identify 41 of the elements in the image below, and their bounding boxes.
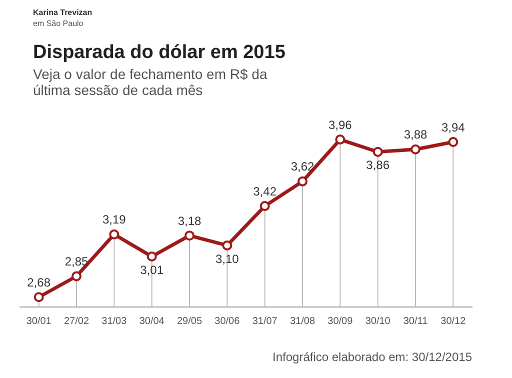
text: em São Paulo bbox=[33, 19, 84, 28]
x-tick-label: 30/04 bbox=[139, 316, 165, 327]
x-tick-label: 30/09 bbox=[328, 316, 354, 327]
data-label: 3,18 bbox=[178, 214, 202, 228]
x-tick-label: 30/06 bbox=[214, 316, 240, 327]
chart-title: Disparada do dólar em 2015 bbox=[33, 42, 286, 64]
point bbox=[448, 137, 458, 148]
x-tick-label: 27/02 bbox=[64, 316, 90, 327]
point bbox=[72, 271, 82, 282]
x-tick-label: 30/12 bbox=[440, 316, 466, 327]
point bbox=[372, 146, 383, 157]
data-label: 3,19 bbox=[102, 212, 126, 227]
text: Infográfico elaborado em: 30/12/2015 bbox=[272, 350, 472, 364]
data-label: 2,85 bbox=[64, 254, 88, 269]
point bbox=[146, 252, 157, 262]
point bbox=[184, 230, 194, 241]
data-label: 3,88 bbox=[404, 128, 428, 142]
x-tick-label: 30/01 bbox=[26, 316, 52, 327]
point bbox=[109, 229, 120, 240]
data-label: 3,42 bbox=[253, 184, 277, 198]
point bbox=[222, 240, 232, 250]
x-tick-label: 31/03 bbox=[102, 316, 128, 327]
data-label: 3,62 bbox=[290, 160, 314, 174]
chart-subtitle: Veja o valor de fechamento em R$ da última sessão de cada mês bbox=[33, 66, 268, 98]
point bbox=[298, 176, 308, 186]
x-tick-label: 31/08 bbox=[290, 316, 316, 327]
data-label: 3,10 bbox=[215, 252, 240, 266]
data-label: 3,86 bbox=[366, 158, 390, 172]
data-label: 2,68 bbox=[27, 275, 51, 290]
data-label: 3,94 bbox=[441, 120, 466, 134]
text: Karina Trevizan bbox=[33, 8, 92, 17]
point bbox=[34, 292, 44, 302]
x-tick-label: 30/11 bbox=[403, 316, 428, 327]
data-label: 3,96 bbox=[328, 118, 352, 132]
point bbox=[335, 134, 346, 145]
point bbox=[260, 201, 270, 212]
x-tick-label: 30/10 bbox=[365, 316, 391, 327]
data-label: 3,01 bbox=[140, 262, 164, 277]
point bbox=[410, 144, 420, 154]
x-tick-label: 31/07 bbox=[252, 316, 278, 327]
x-tick-label: 29/05 bbox=[176, 316, 202, 327]
